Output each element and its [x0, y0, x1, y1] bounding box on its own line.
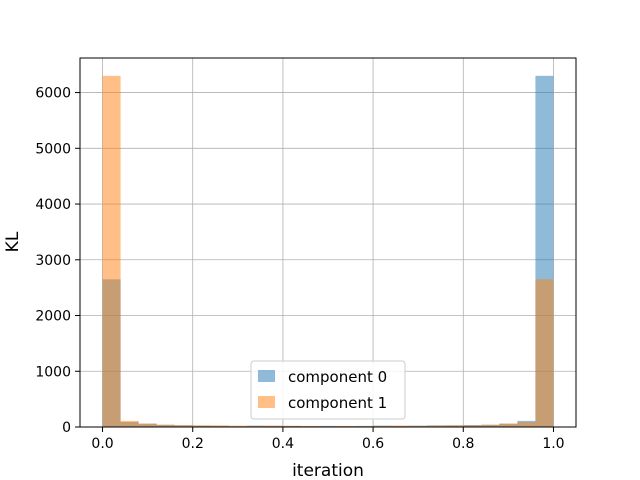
axis-ticks: 0.0 0.2 0.4 0.6 0.8 1.0 0 1000 2000 3000 4000 5000 6…: [35, 86, 564, 452]
bar-component-1-bin-0: [102, 75, 121, 428]
bar-component-1-bin-9: [264, 425, 283, 427]
bar-component-1-bin-1: [120, 420, 139, 427]
plot-area-frame: [79, 57, 577, 428]
y-tick-label: 5000: [35, 141, 71, 157]
y-tick-label: 6000: [35, 86, 71, 102]
y-tick-label: 2000: [35, 309, 71, 325]
y-tick-label: 1000: [35, 364, 71, 380]
histogram-bars: [102, 75, 554, 428]
bar-component-1-bin-19: [445, 425, 464, 427]
x-tick-label: 0.6: [362, 436, 384, 452]
bar-component-1-bin-24: [535, 279, 554, 427]
y-tick-label: 0: [62, 420, 71, 436]
bar-component-1-bin-8: [246, 425, 265, 427]
bar-component-1-bin-13: [337, 425, 356, 427]
x-tick-label: 0.4: [272, 436, 294, 452]
bar-component-1-bin-4: [174, 425, 193, 427]
bar-component-1-bin-2: [138, 423, 157, 427]
bar-component-1-bin-23: [517, 421, 536, 427]
legend-label-component-1: component 1: [288, 394, 387, 412]
x-tick-label: 0.8: [452, 436, 474, 452]
bar-component-1-bin-21: [481, 424, 500, 427]
bar-component-1-bin-22: [499, 423, 518, 427]
x-axis-label: iteration: [292, 461, 364, 480]
bar-component-1-bin-17: [409, 425, 428, 427]
bar-component-1-bin-3: [156, 424, 175, 427]
y-tick-label: 3000: [35, 253, 71, 269]
legend-swatch-component-1: [258, 396, 275, 408]
x-tick-label: 1.0: [542, 436, 564, 452]
bar-component-1-bin-11: [300, 425, 319, 427]
legend-label-component-0: component 0: [288, 368, 387, 386]
bar-component-1-bin-6: [210, 425, 229, 427]
legend-swatch-component-0: [258, 370, 275, 382]
x-tick-label: 0.0: [91, 436, 113, 452]
bar-component-1-bin-5: [192, 425, 211, 427]
legend-box: [250, 360, 406, 420]
legend: component 0 component 1: [250, 360, 406, 420]
bar-component-1-bin-18: [427, 425, 446, 427]
bar-component-1-bin-16: [391, 425, 410, 427]
x-tick-label: 0.2: [182, 436, 204, 452]
y-tick-label: 4000: [35, 197, 71, 213]
bar-component-1-bin-15: [373, 425, 392, 427]
y-axis-label: KL: [3, 231, 23, 252]
bar-component-1-bin-7: [228, 425, 247, 427]
bar-component-1-bin-10: [282, 425, 301, 427]
bar-component-1-bin-20: [463, 425, 482, 427]
